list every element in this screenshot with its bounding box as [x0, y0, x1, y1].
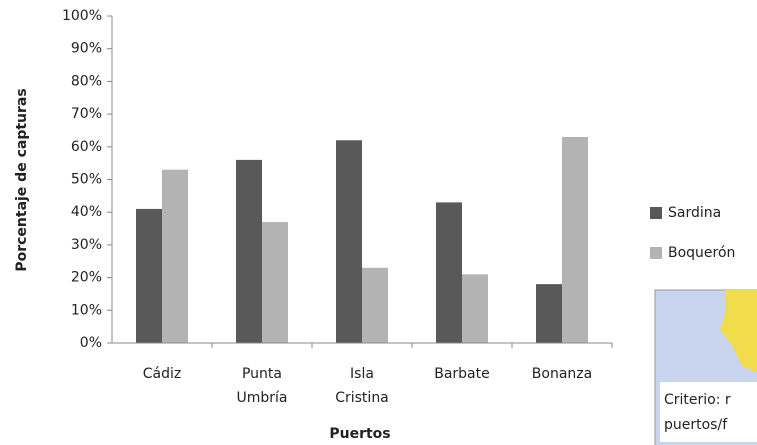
- y-tick-label: 0%: [80, 335, 102, 351]
- bar: [136, 208, 162, 343]
- y-tick-label: 70%: [71, 106, 102, 122]
- inset-caption: Criterio: r: [664, 392, 731, 408]
- y-tick-label: 50%: [71, 172, 102, 188]
- y-tick-label: 60%: [71, 139, 102, 155]
- bar: [362, 267, 388, 343]
- y-tick-label: 20%: [71, 270, 102, 286]
- y-tick-label: 100%: [62, 8, 102, 24]
- bar: [262, 222, 288, 343]
- y-tick-label: 10%: [71, 302, 102, 318]
- x-tick-label: Bonanza: [532, 366, 592, 382]
- legend-label: Sardina: [668, 205, 721, 221]
- y-tick-label: 90%: [71, 41, 102, 57]
- legend-swatch: [650, 247, 662, 259]
- x-axis-label: Puertos: [329, 426, 390, 442]
- legend-label: Boquerón: [668, 245, 735, 261]
- y-tick-label: 80%: [71, 73, 102, 89]
- bar: [536, 284, 562, 343]
- y-tick-label: 30%: [71, 237, 102, 253]
- inset-caption: puertos/f: [664, 417, 728, 433]
- x-tick-label: Cádiz: [143, 366, 181, 382]
- y-axis-label: Porcentaje de capturas: [14, 88, 30, 271]
- y-tick-label: 40%: [71, 204, 102, 220]
- bar: [462, 274, 488, 343]
- inset: Criterio: r puertos/f: [654, 289, 757, 445]
- legend-swatch: [650, 207, 662, 219]
- inset-land: [720, 290, 757, 372]
- bar: [162, 169, 188, 343]
- x-tick-label: Punta Umbría: [237, 366, 288, 406]
- bar: [562, 136, 588, 343]
- x-tick-label: Isla Cristina: [335, 366, 389, 406]
- bar: [336, 140, 362, 343]
- bar: [436, 202, 462, 343]
- bar: [236, 159, 262, 343]
- inset-caption-bg: [660, 382, 757, 442]
- x-tick-label: Barbate: [434, 366, 490, 382]
